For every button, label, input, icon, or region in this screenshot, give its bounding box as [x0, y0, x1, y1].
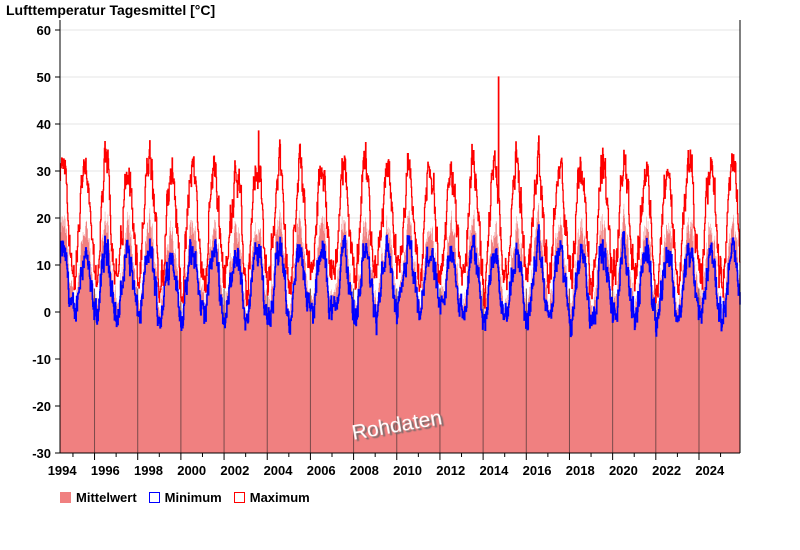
x-tick-label: 2006 — [307, 463, 336, 478]
x-axis-ticks: 1994 1996 1998 2000 2002 2004 2006 2008 2010 2012… — [48, 453, 725, 478]
x-tick-label: 2002 — [220, 463, 249, 478]
y-tick-label: -10 — [32, 352, 51, 367]
legend-swatch-mean — [60, 492, 71, 503]
y-tick-label: 20 — [37, 211, 51, 226]
y-tick-label: 0 — [44, 305, 51, 320]
legend-item-min: Minimum — [148, 490, 222, 505]
y-tick-label: 50 — [37, 70, 51, 85]
legend-label-min: Minimum — [164, 490, 222, 505]
x-tick-label: 2010 — [393, 463, 422, 478]
x-tick-label: 2000 — [177, 463, 206, 478]
y-tick-label: 10 — [37, 258, 51, 273]
legend-swatch-max — [233, 492, 245, 503]
legend-label-mean: Mittelwert — [76, 490, 137, 505]
x-tick-label: 2020 — [609, 463, 638, 478]
y-tick-label: 60 — [37, 23, 51, 38]
chart-title: Lufttemperatur Tagesmittel [°C] — [6, 2, 216, 18]
y-tick-label: 40 — [37, 117, 51, 132]
x-tick-label: 1998 — [134, 463, 163, 478]
x-tick-label: 2012 — [436, 463, 465, 478]
mean-area-fill — [60, 202, 740, 453]
x-tick-label: 2016 — [523, 463, 552, 478]
x-tick-label: 2018 — [566, 463, 595, 478]
y-tick-label: 30 — [37, 164, 51, 179]
x-tick-label: 2004 — [264, 463, 294, 478]
y-axis-ticks: 60 50 40 30 20 10 0 -10 -20 -30 — [32, 23, 60, 461]
legend-item-max: Maximum — [233, 490, 310, 505]
legend-item-mean: Mittelwert — [60, 490, 137, 505]
maximum-line — [59, 76, 741, 309]
x-tick-label: 2008 — [350, 463, 379, 478]
minimum-line — [59, 224, 741, 338]
y-tick-label: -20 — [32, 399, 51, 414]
axes — [59, 20, 741, 454]
mean-area — [60, 202, 740, 453]
x-tick-label: 2024 — [695, 463, 725, 478]
x-tick-label: 1996 — [91, 463, 120, 478]
x-tick-label: 2014 — [479, 463, 509, 478]
legend: Mittelwert Minimum Maximum — [60, 490, 310, 505]
x-tick-label: 2022 — [652, 463, 681, 478]
x-tick-label: 1994 — [48, 463, 78, 478]
y-tick-label: -30 — [32, 446, 51, 461]
legend-swatch-min — [148, 492, 160, 503]
legend-label-max: Maximum — [249, 490, 310, 505]
